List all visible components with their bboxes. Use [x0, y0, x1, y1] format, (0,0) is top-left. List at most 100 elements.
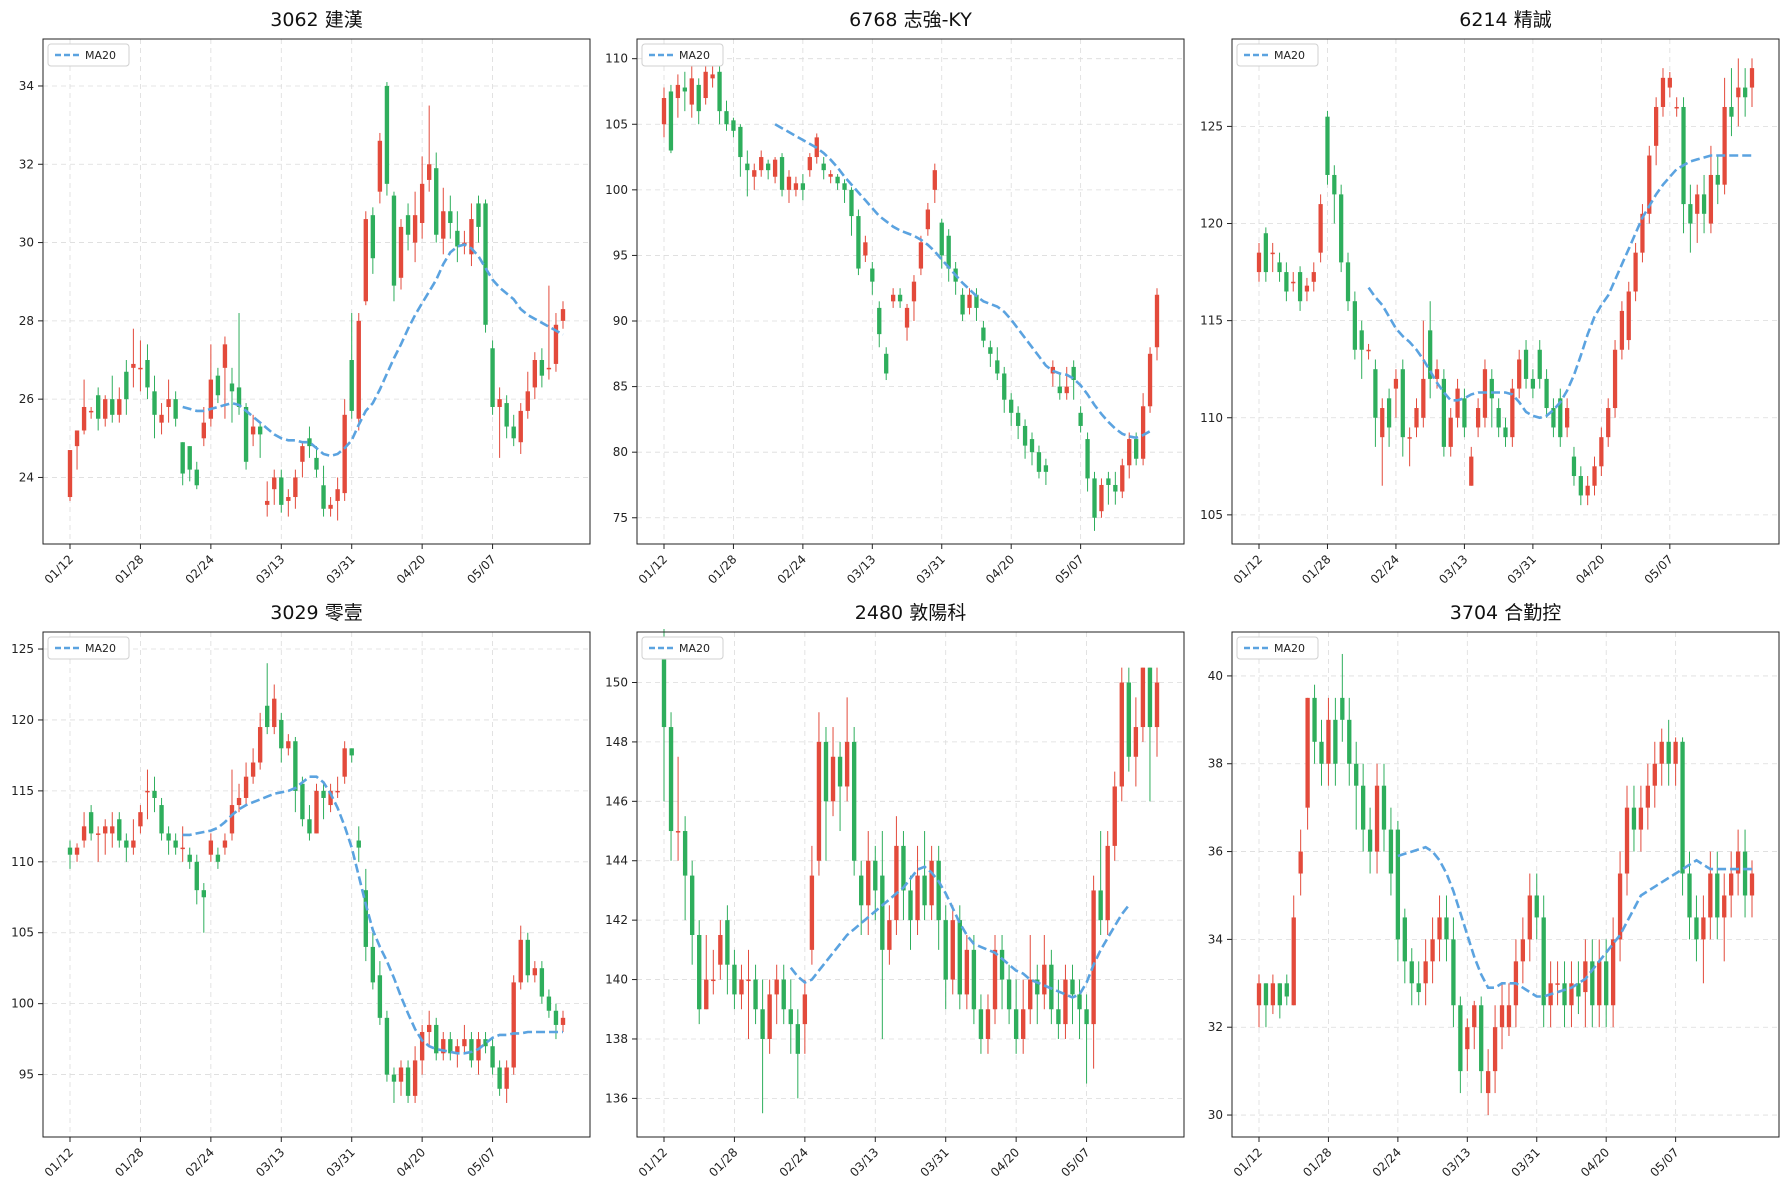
candle	[786, 170, 792, 203]
candle-body	[1064, 386, 1069, 394]
candle-body	[1606, 408, 1611, 438]
candle-body	[307, 438, 312, 447]
candle-body	[1085, 439, 1090, 479]
candle	[863, 235, 868, 262]
candle	[201, 406, 206, 447]
candle-body	[1585, 485, 1590, 496]
legend-box	[641, 43, 724, 67]
candle	[851, 727, 857, 876]
candle	[1305, 697, 1310, 830]
candle	[842, 179, 847, 203]
candle	[462, 1024, 467, 1054]
x-tick-label: 04/20	[394, 552, 428, 586]
candle	[1393, 369, 1399, 418]
plot-frame	[1231, 38, 1780, 545]
candle-body	[1475, 408, 1481, 428]
candle	[887, 905, 892, 965]
candle-body	[1043, 465, 1049, 472]
candle	[152, 776, 157, 813]
candle-body	[384, 1017, 390, 1075]
legend-box	[47, 636, 130, 660]
candle	[1099, 478, 1104, 518]
candle-body	[1701, 194, 1707, 214]
candle-body	[483, 203, 488, 325]
candle	[1617, 851, 1623, 962]
legend-box	[641, 636, 724, 660]
candle	[497, 1060, 502, 1096]
candle-body	[166, 399, 171, 407]
x-tick-label: 02/24	[775, 552, 809, 586]
candle	[145, 769, 150, 820]
candle	[1380, 398, 1385, 486]
candle-body	[793, 183, 799, 190]
candle-body	[1297, 272, 1303, 302]
candle-body	[704, 979, 709, 1010]
candle-body	[405, 215, 411, 235]
candle	[81, 812, 87, 848]
candle	[1063, 964, 1068, 1039]
candle	[1578, 466, 1583, 506]
candle	[1485, 1049, 1491, 1116]
candle	[675, 74, 681, 118]
candle-body	[88, 812, 94, 834]
y-tick-label: 120	[11, 713, 34, 727]
candle	[1395, 820, 1401, 962]
candle	[745, 150, 750, 197]
x-tick-label: 05/07	[1058, 1145, 1092, 1179]
candle	[1499, 983, 1505, 1050]
candle	[1133, 697, 1139, 787]
candle	[293, 736, 298, 813]
candle	[1112, 771, 1117, 861]
candle	[974, 288, 979, 322]
candle-body	[124, 371, 129, 400]
candle-body	[1645, 785, 1650, 808]
candle	[939, 218, 944, 269]
candle-body	[922, 875, 927, 906]
candle-body	[1742, 851, 1748, 896]
candle	[689, 65, 694, 118]
candle	[490, 1039, 495, 1075]
candle	[1013, 979, 1019, 1054]
candle-body	[856, 216, 861, 269]
x-tick-label: 04/20	[394, 1145, 428, 1179]
candle	[1659, 728, 1664, 786]
candle	[1503, 417, 1508, 447]
candle	[124, 360, 129, 415]
candle-body	[257, 727, 263, 763]
x-tick-label: 03/13	[847, 1145, 881, 1179]
candle-body	[1444, 917, 1449, 940]
candle	[1652, 741, 1657, 808]
candle	[335, 477, 340, 521]
chart-title: 3062 建漢	[270, 9, 362, 31]
candle	[911, 275, 917, 322]
candle	[1339, 184, 1344, 273]
candle-body	[1325, 116, 1330, 175]
candle-body	[1496, 408, 1501, 428]
candle-body	[504, 1067, 509, 1089]
candle-body	[1154, 294, 1160, 348]
candle	[1558, 388, 1563, 447]
candle-body	[321, 485, 326, 509]
candle-body	[518, 410, 523, 443]
candle	[321, 783, 326, 820]
candle-body	[1154, 682, 1160, 728]
x-tick-label: 03/31	[323, 552, 357, 586]
candle-body	[710, 74, 715, 79]
candle-body	[830, 756, 836, 802]
candle	[880, 831, 885, 1039]
candle-body	[745, 163, 750, 171]
candle	[1002, 366, 1007, 413]
candle-body	[1291, 917, 1296, 1006]
candle	[1312, 684, 1317, 764]
candle	[697, 920, 702, 1025]
candle-body	[229, 805, 235, 834]
candle	[525, 371, 530, 419]
candle	[1056, 979, 1061, 1039]
candle-body	[1071, 366, 1076, 381]
candle	[1304, 277, 1310, 302]
candle	[469, 203, 474, 267]
candle	[1126, 667, 1132, 772]
candle	[1092, 471, 1097, 531]
candle	[356, 313, 361, 431]
candle	[739, 964, 744, 1010]
